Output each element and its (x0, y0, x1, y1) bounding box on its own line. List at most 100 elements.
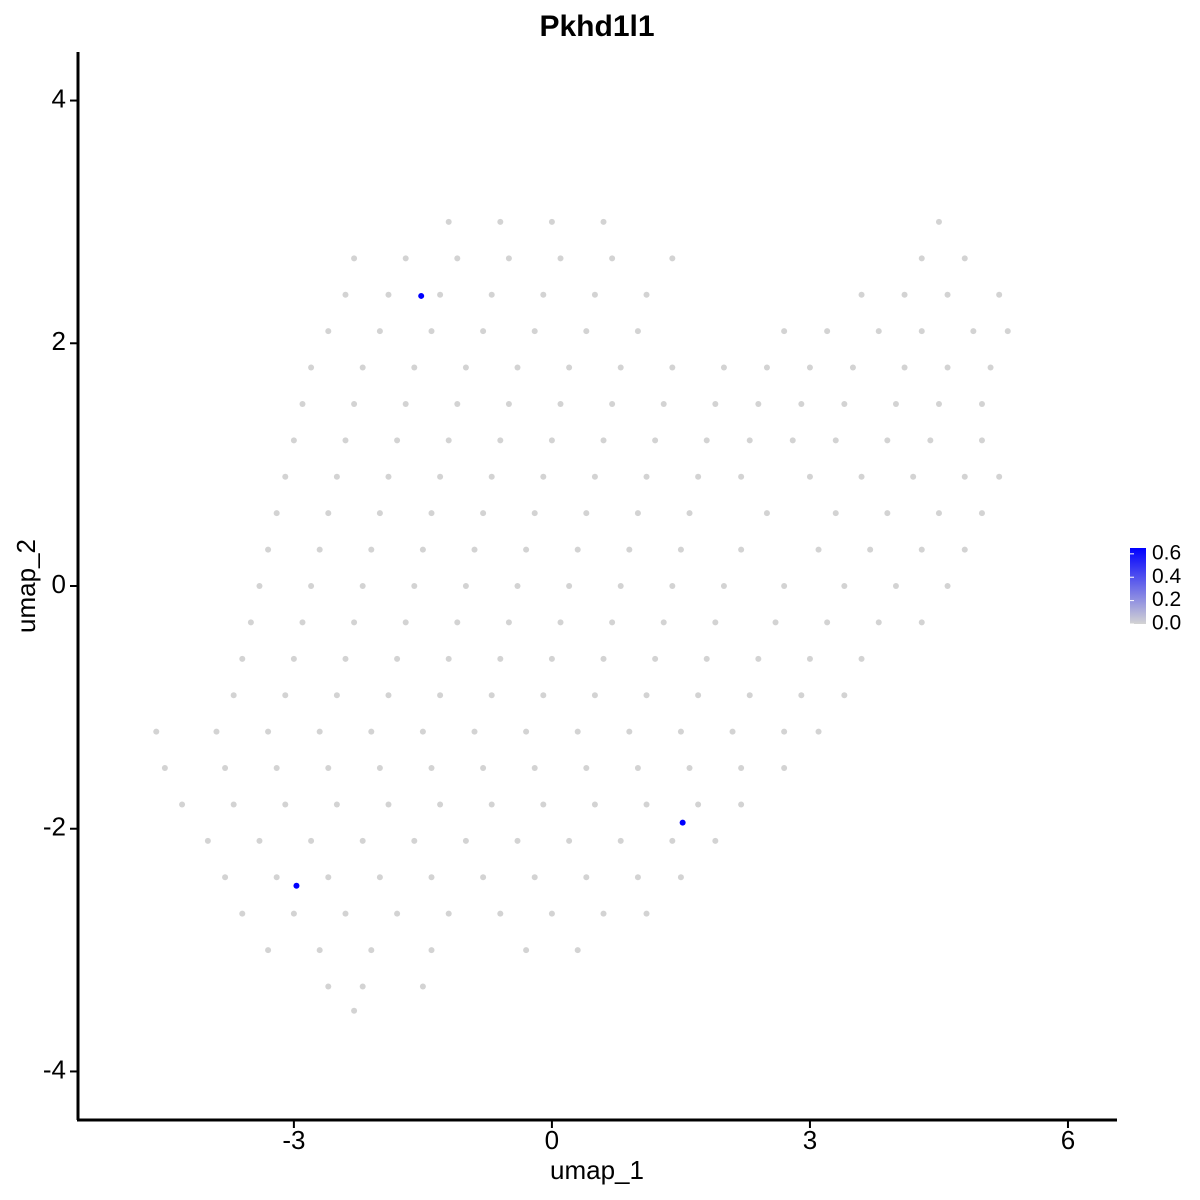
colorbar-label: 0.6 (1152, 541, 1181, 564)
point (875, 619, 882, 626)
point (325, 874, 332, 881)
point (669, 255, 676, 262)
point (591, 801, 598, 808)
point (617, 583, 624, 589)
point (213, 728, 220, 735)
point (643, 692, 650, 699)
point (437, 692, 444, 699)
point (583, 765, 590, 772)
point (368, 546, 375, 553)
point (514, 583, 521, 589)
point (497, 437, 504, 444)
point (677, 728, 684, 735)
point (514, 364, 521, 371)
point (858, 291, 865, 298)
point (600, 218, 607, 225)
point (445, 910, 452, 917)
point (600, 437, 607, 444)
point (540, 473, 547, 480)
point (910, 473, 917, 480)
point (454, 619, 461, 626)
point (634, 328, 641, 335)
point (867, 546, 874, 553)
point (944, 291, 951, 298)
point (961, 546, 968, 553)
point (574, 546, 581, 553)
point (738, 546, 745, 553)
point (643, 473, 650, 480)
point (996, 473, 1003, 480)
point (695, 692, 702, 699)
point (875, 328, 882, 335)
point (600, 910, 607, 917)
point (428, 510, 435, 517)
point (179, 801, 186, 808)
point (548, 910, 555, 917)
point (282, 473, 289, 480)
point (402, 255, 409, 262)
point (265, 947, 272, 954)
point (600, 655, 607, 662)
point (712, 619, 719, 626)
point (781, 765, 788, 772)
point (445, 218, 452, 225)
point (290, 910, 297, 917)
point (368, 947, 375, 954)
point (523, 546, 530, 553)
point (755, 655, 762, 662)
point (703, 437, 710, 444)
point (738, 801, 745, 808)
point (445, 437, 452, 444)
point (548, 218, 555, 225)
point (325, 765, 332, 772)
point (385, 291, 392, 298)
point (523, 947, 530, 954)
point (540, 692, 547, 699)
point (935, 510, 942, 517)
point (153, 728, 160, 735)
point (273, 765, 280, 772)
point (282, 801, 289, 808)
point (626, 546, 633, 553)
point (609, 619, 616, 626)
point (204, 837, 211, 844)
point (368, 728, 375, 735)
point (781, 328, 788, 335)
point (918, 546, 925, 553)
point (643, 291, 650, 298)
point (849, 364, 856, 371)
point (841, 692, 848, 699)
point (918, 619, 925, 626)
point (798, 692, 805, 699)
point (918, 255, 925, 262)
point (858, 473, 865, 480)
point (342, 910, 349, 917)
point (540, 291, 547, 298)
point (419, 728, 426, 735)
point (394, 910, 401, 917)
point (325, 983, 332, 990)
point (308, 837, 315, 844)
point (480, 510, 487, 517)
point (884, 437, 891, 444)
point (394, 655, 401, 662)
point (342, 437, 349, 444)
point (462, 837, 469, 844)
point (428, 874, 435, 881)
point (428, 947, 435, 954)
point (454, 255, 461, 262)
point (1004, 328, 1011, 335)
point (514, 837, 521, 844)
point (316, 947, 323, 954)
point (789, 437, 796, 444)
point (961, 473, 968, 480)
x-axis-title: umap_1 (550, 1155, 644, 1185)
point (385, 473, 392, 480)
point (806, 364, 813, 371)
point (333, 692, 340, 699)
point (557, 400, 564, 407)
point (652, 655, 659, 662)
point (944, 583, 951, 589)
point (531, 510, 538, 517)
y-tick-label: 2 (52, 326, 66, 356)
